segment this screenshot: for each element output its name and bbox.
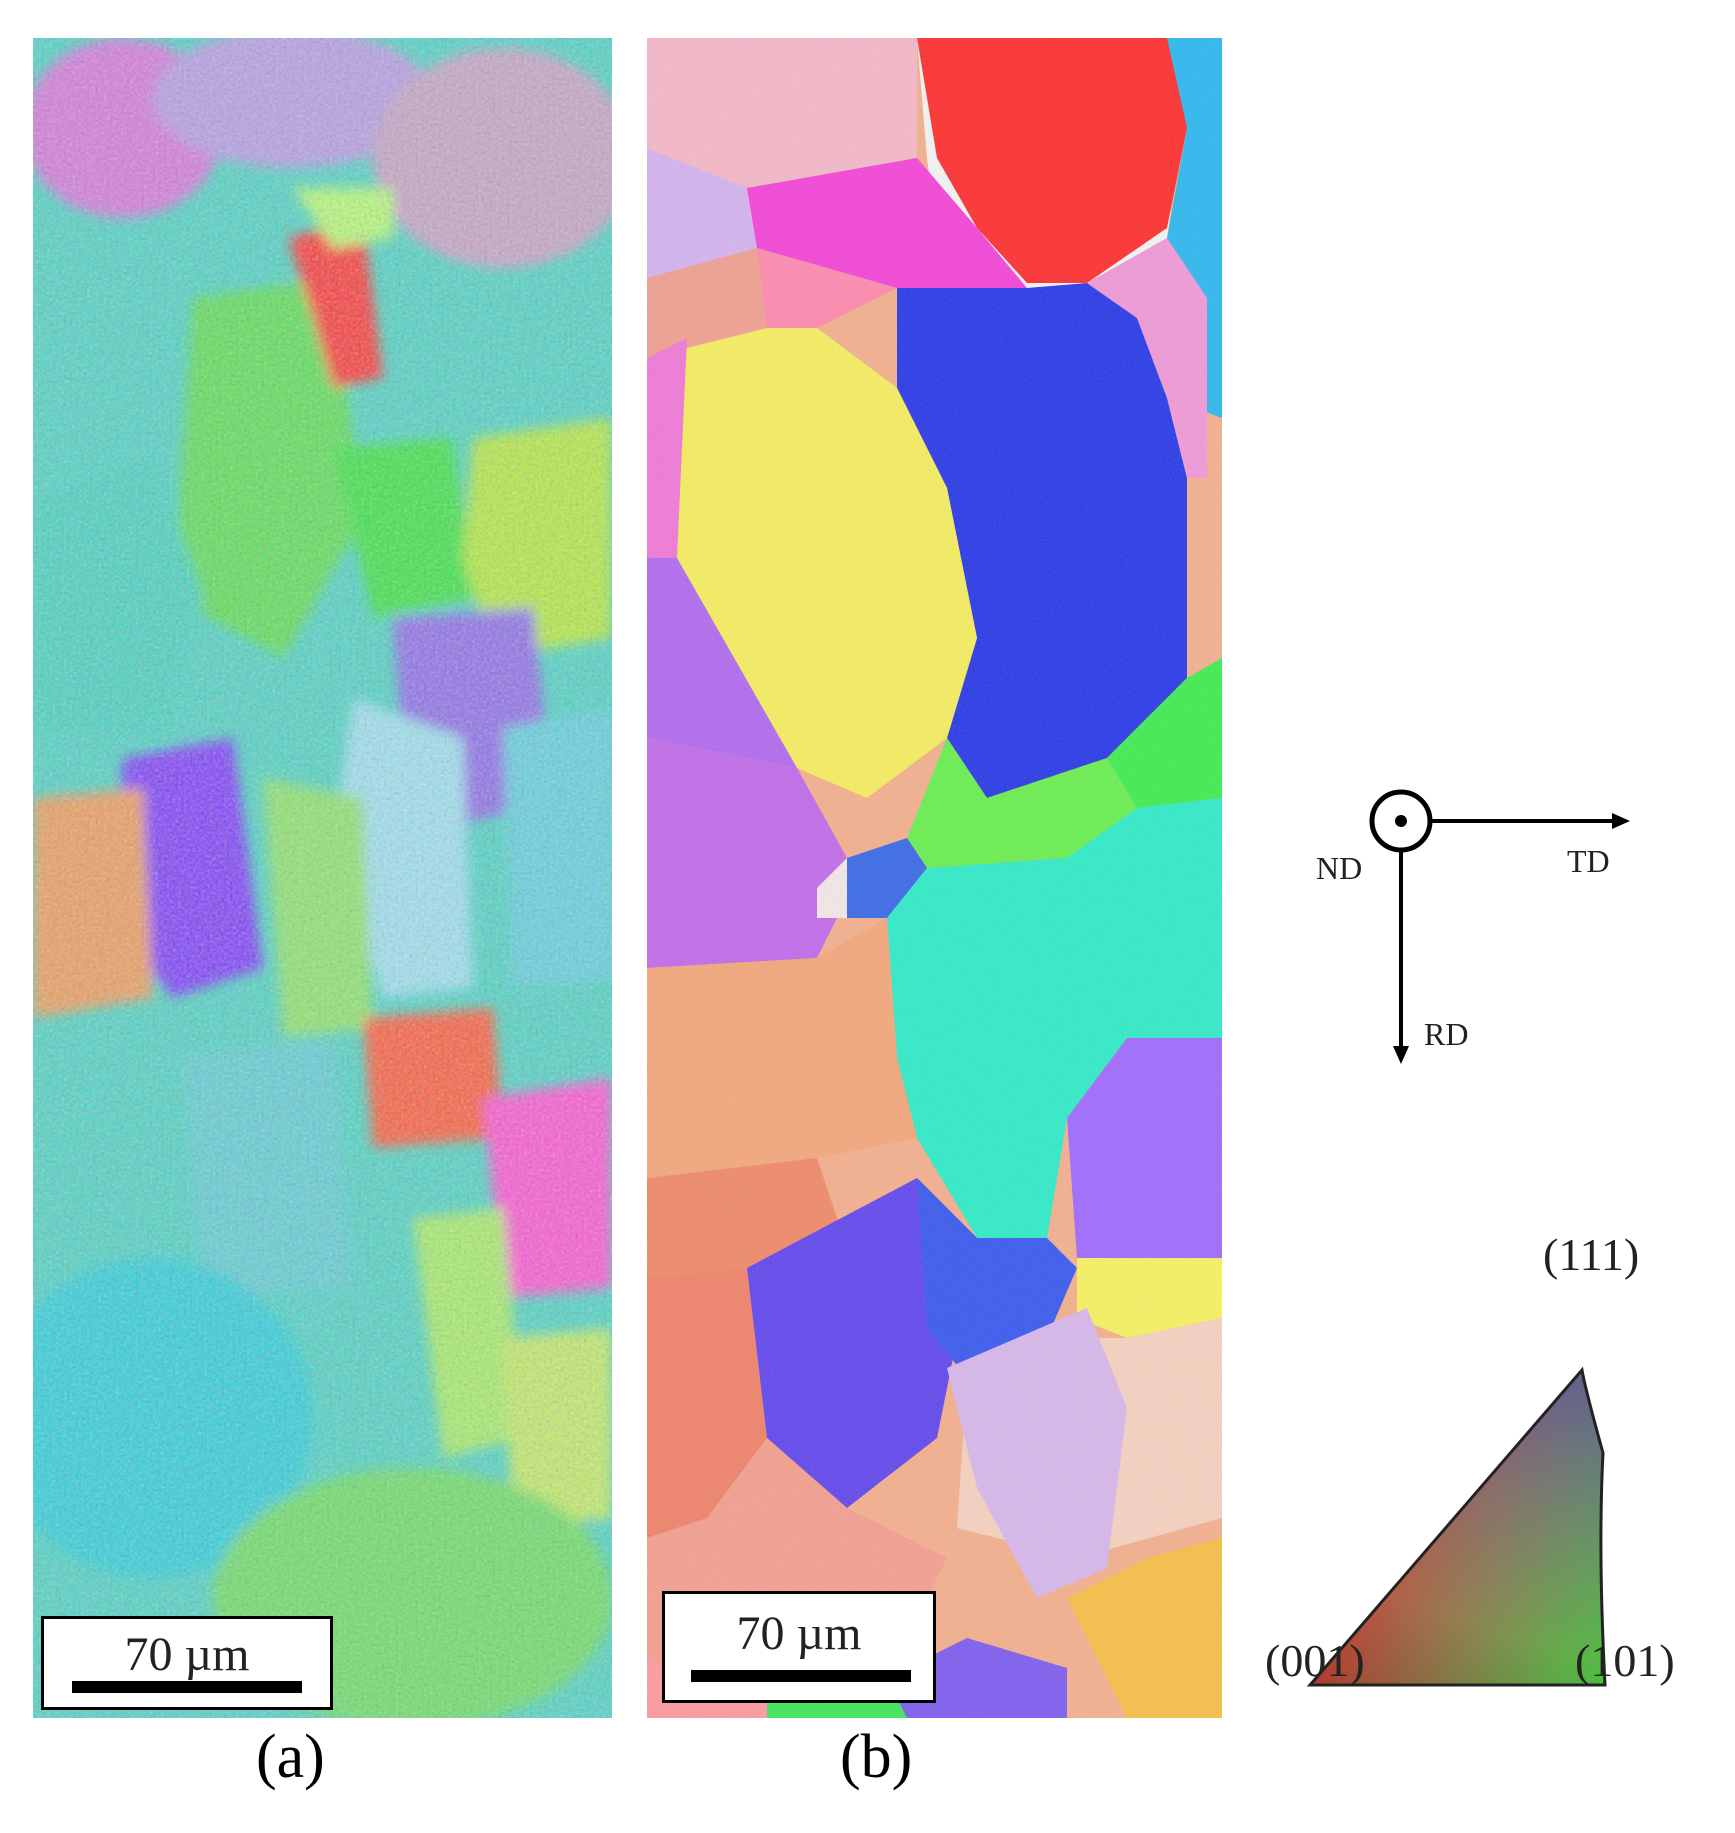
scale-bar-b: 70 µm xyxy=(662,1591,936,1703)
ipf-outline xyxy=(1306,1366,1607,1687)
scale-bar-a-line xyxy=(72,1681,302,1693)
ipf-label-001: (001) xyxy=(1265,1635,1365,1686)
ebsd-map-a-image xyxy=(33,38,612,1718)
ipf-triangle xyxy=(1306,1366,1607,1687)
rd-arrowhead-icon xyxy=(1393,1046,1409,1064)
scale-bar-a: 70 µm xyxy=(41,1616,333,1710)
axes-arrows xyxy=(1369,789,1630,1064)
panel-label-b: (b) xyxy=(840,1723,913,1791)
scale-bar-b-line xyxy=(691,1670,911,1682)
ebsd-map-a: 70 µm xyxy=(33,38,612,1718)
ipf-color-key xyxy=(1260,1230,1720,1690)
ipf-label-101: (101) xyxy=(1575,1635,1675,1686)
nd-dot-icon xyxy=(1395,815,1407,827)
rd-label: RD xyxy=(1424,1016,1469,1052)
ebsd-map-b-image xyxy=(647,38,1222,1718)
panel-label-a: (a) xyxy=(256,1723,325,1791)
td-arrowhead-icon xyxy=(1612,813,1630,829)
ipf-color-fill xyxy=(1310,1370,1605,1685)
scale-bar-a-label: 70 µm xyxy=(124,1628,250,1681)
nd-label: ND xyxy=(1316,850,1363,886)
scale-bar-b-label: 70 µm xyxy=(736,1607,862,1660)
ipf-label-111: (111) xyxy=(1543,1229,1640,1280)
sample-axes: ND TD RD xyxy=(1300,770,1660,1070)
ebsd-map-b: 70 µm xyxy=(647,38,1222,1718)
td-label: TD xyxy=(1567,843,1610,879)
